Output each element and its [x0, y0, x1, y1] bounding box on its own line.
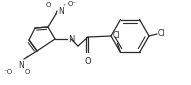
Text: Cl: Cl: [158, 29, 165, 39]
Text: O: O: [85, 57, 91, 66]
Text: O: O: [25, 69, 30, 75]
Text: O⁻: O⁻: [68, 1, 77, 7]
Text: N: N: [58, 6, 64, 15]
Text: N: N: [18, 61, 24, 70]
Text: ⁻O: ⁻O: [4, 69, 13, 75]
Text: N: N: [68, 35, 74, 44]
Text: ⁺: ⁺: [63, 5, 66, 10]
Text: O: O: [46, 2, 51, 8]
Text: ⁺: ⁺: [26, 56, 29, 61]
Text: Cl: Cl: [113, 31, 120, 40]
